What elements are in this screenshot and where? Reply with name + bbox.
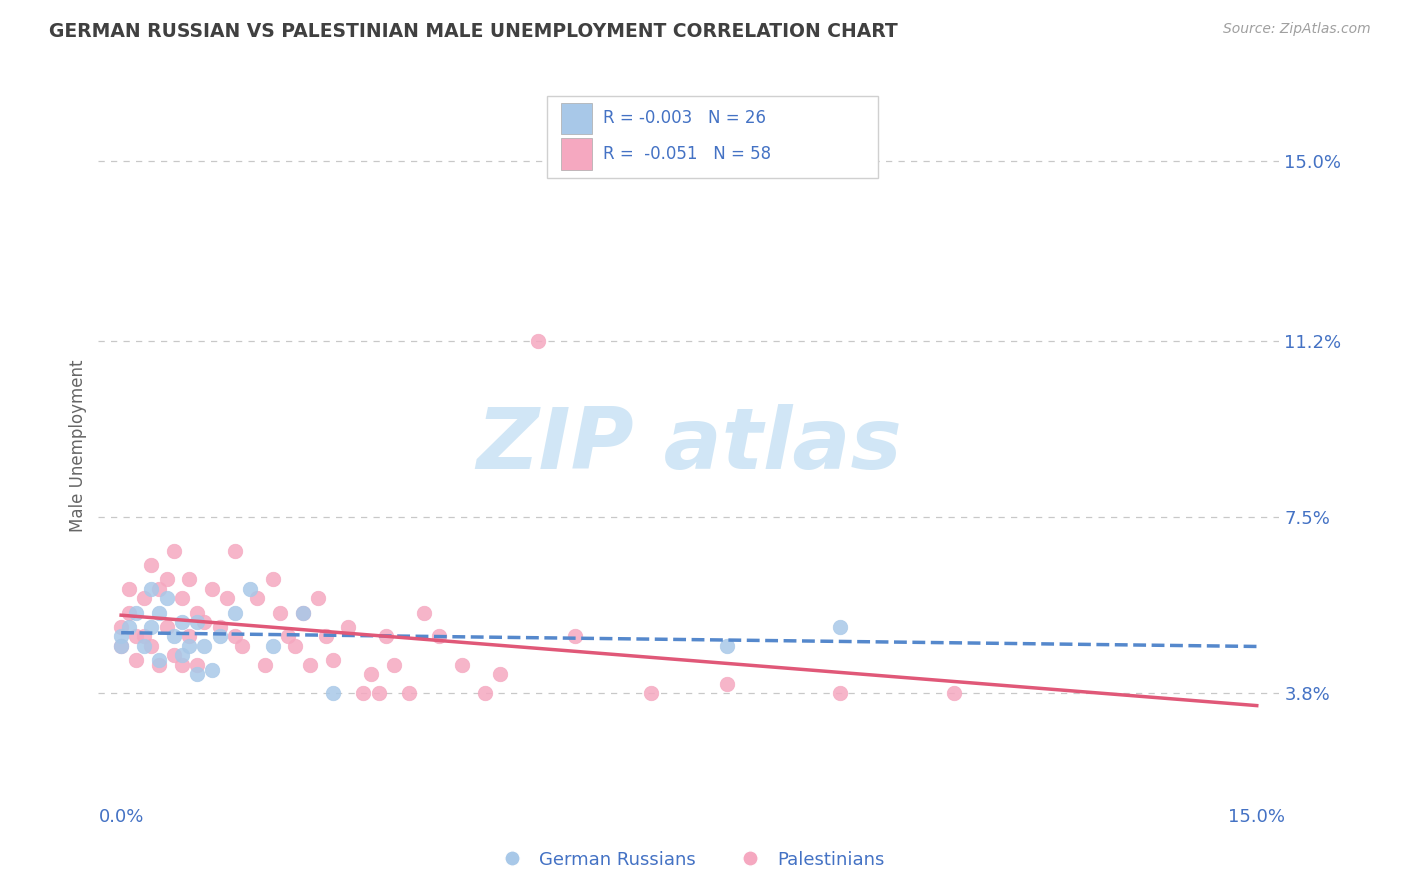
Point <box>148 653 170 667</box>
Point <box>186 606 208 620</box>
Point <box>716 677 738 691</box>
Point <box>155 620 177 634</box>
Point <box>125 629 148 643</box>
Point <box>716 639 738 653</box>
Point <box>110 639 132 653</box>
Point <box>450 657 472 672</box>
Point <box>564 629 586 643</box>
Point <box>360 667 382 681</box>
Point <box>224 543 246 558</box>
Point <box>118 606 141 620</box>
Point <box>337 620 360 634</box>
Point <box>110 629 132 643</box>
Point <box>186 657 208 672</box>
Point <box>148 606 170 620</box>
Point <box>141 620 163 634</box>
Point <box>322 653 344 667</box>
Point <box>413 606 436 620</box>
Legend: German Russians, Palestinians: German Russians, Palestinians <box>486 844 891 876</box>
Point <box>155 591 177 606</box>
Point <box>201 582 224 596</box>
Point <box>118 620 141 634</box>
Point <box>262 639 284 653</box>
Point <box>427 629 450 643</box>
Text: Source: ZipAtlas.com: Source: ZipAtlas.com <box>1223 22 1371 37</box>
Point <box>208 629 231 643</box>
Point <box>179 629 201 643</box>
Point <box>291 606 314 620</box>
Point <box>141 582 163 596</box>
Point <box>231 639 253 653</box>
Point <box>224 629 246 643</box>
Point <box>170 648 193 663</box>
Point <box>398 686 420 700</box>
Point <box>148 582 170 596</box>
Point <box>110 620 132 634</box>
Text: R =  -0.051   N = 58: R = -0.051 N = 58 <box>603 145 770 163</box>
Point <box>217 591 239 606</box>
Point <box>830 686 852 700</box>
Point <box>132 591 155 606</box>
Point <box>155 572 177 586</box>
Point <box>125 653 148 667</box>
Point <box>526 334 548 349</box>
Point <box>193 639 215 653</box>
Text: GERMAN RUSSIAN VS PALESTINIAN MALE UNEMPLOYMENT CORRELATION CHART: GERMAN RUSSIAN VS PALESTINIAN MALE UNEMP… <box>49 22 898 41</box>
Point <box>163 648 186 663</box>
Point <box>307 591 329 606</box>
FancyBboxPatch shape <box>547 96 877 178</box>
Point <box>132 629 155 643</box>
Point <box>110 639 132 653</box>
Point <box>277 629 299 643</box>
Point <box>132 639 155 653</box>
Point <box>640 686 662 700</box>
FancyBboxPatch shape <box>561 103 592 134</box>
Point <box>170 615 193 629</box>
Point <box>291 606 314 620</box>
Point <box>299 657 322 672</box>
Point <box>284 639 307 653</box>
Point <box>148 657 170 672</box>
Point <box>208 620 231 634</box>
FancyBboxPatch shape <box>561 138 592 169</box>
Point <box>125 606 148 620</box>
Y-axis label: Male Unemployment: Male Unemployment <box>69 359 87 533</box>
Point <box>269 606 291 620</box>
Point <box>488 667 510 681</box>
Point <box>141 558 163 572</box>
Point <box>179 639 201 653</box>
Point <box>322 686 344 700</box>
Point <box>141 639 163 653</box>
Point <box>193 615 215 629</box>
Point <box>163 543 186 558</box>
Point <box>375 629 398 643</box>
Point <box>170 657 193 672</box>
Point <box>367 686 389 700</box>
Text: R = -0.003   N = 26: R = -0.003 N = 26 <box>603 110 766 128</box>
Point <box>262 572 284 586</box>
Point <box>382 657 405 672</box>
Point <box>246 591 269 606</box>
Point <box>163 629 186 643</box>
Point <box>186 667 208 681</box>
Point <box>239 582 262 596</box>
Point <box>224 606 246 620</box>
Point <box>253 657 276 672</box>
Point <box>315 629 337 643</box>
Text: ZIP atlas: ZIP atlas <box>477 404 901 488</box>
Point <box>170 591 193 606</box>
Point <box>118 582 141 596</box>
Point <box>201 663 224 677</box>
Point <box>186 615 208 629</box>
Point <box>474 686 496 700</box>
Point <box>942 686 965 700</box>
Point <box>830 620 852 634</box>
Point <box>179 572 201 586</box>
Point <box>352 686 374 700</box>
